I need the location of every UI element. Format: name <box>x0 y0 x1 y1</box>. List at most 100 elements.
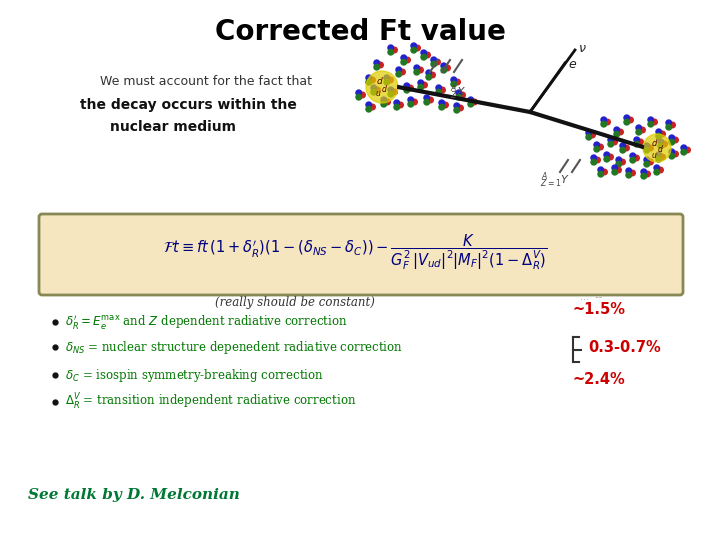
Circle shape <box>666 120 672 126</box>
Circle shape <box>612 165 618 171</box>
Circle shape <box>401 59 407 65</box>
Circle shape <box>656 129 662 134</box>
Circle shape <box>626 168 631 174</box>
Text: $\delta^{\prime}_R = E_e^{\rm max}$ and $Z$ dependent radiative correction: $\delta^{\prime}_R = E_e^{\rm max}$ and … <box>65 313 348 331</box>
Circle shape <box>405 57 410 63</box>
Circle shape <box>371 85 377 91</box>
Circle shape <box>660 154 665 160</box>
Text: $e$: $e$ <box>568 57 577 71</box>
Circle shape <box>440 87 445 93</box>
Circle shape <box>412 99 418 105</box>
Circle shape <box>408 85 413 91</box>
Circle shape <box>662 141 667 147</box>
Circle shape <box>648 117 654 123</box>
Circle shape <box>374 60 379 66</box>
Circle shape <box>436 89 441 95</box>
Text: We must account for the fact that: We must account for the fact that <box>100 75 312 88</box>
Circle shape <box>418 80 423 86</box>
Circle shape <box>670 122 675 128</box>
Circle shape <box>421 55 426 60</box>
Text: (really should be constant): (really should be constant) <box>215 296 375 309</box>
Circle shape <box>468 97 474 103</box>
Circle shape <box>628 117 634 123</box>
Circle shape <box>654 165 660 171</box>
Circle shape <box>424 95 430 100</box>
Circle shape <box>378 62 383 68</box>
Circle shape <box>641 173 647 179</box>
Circle shape <box>591 155 597 160</box>
Text: See talk by D. Melconian: See talk by D. Melconian <box>28 488 240 502</box>
Circle shape <box>634 137 639 143</box>
Circle shape <box>648 145 653 151</box>
Text: the decay occurs within the: the decay occurs within the <box>80 98 297 112</box>
Circle shape <box>436 85 441 91</box>
Circle shape <box>366 79 372 85</box>
Circle shape <box>456 90 462 96</box>
Circle shape <box>604 152 610 158</box>
Text: d: d <box>652 138 657 147</box>
Circle shape <box>435 59 441 65</box>
Text: ~1.5%: ~1.5% <box>572 301 625 316</box>
Circle shape <box>594 146 600 152</box>
Circle shape <box>639 127 645 133</box>
Circle shape <box>411 48 417 53</box>
Circle shape <box>404 83 410 89</box>
Circle shape <box>598 144 603 150</box>
Circle shape <box>586 130 592 136</box>
Text: $\Delta_R^V$ = transition independent radiative correction: $\Delta_R^V$ = transition independent ra… <box>65 392 356 412</box>
Circle shape <box>657 167 663 173</box>
Circle shape <box>643 134 671 162</box>
Circle shape <box>418 84 423 90</box>
Circle shape <box>618 129 624 135</box>
Circle shape <box>612 170 618 175</box>
Circle shape <box>656 152 662 158</box>
Circle shape <box>454 103 459 109</box>
Circle shape <box>451 77 456 83</box>
Circle shape <box>624 119 629 125</box>
Circle shape <box>601 117 606 123</box>
Circle shape <box>392 47 397 53</box>
Circle shape <box>458 105 463 111</box>
Circle shape <box>426 70 431 76</box>
Circle shape <box>614 131 619 137</box>
Circle shape <box>620 147 626 153</box>
Circle shape <box>451 82 456 87</box>
Text: $^A_ZX$: $^A_ZX$ <box>450 82 466 102</box>
Circle shape <box>634 141 639 147</box>
Circle shape <box>430 72 436 78</box>
Circle shape <box>598 167 603 173</box>
Circle shape <box>636 130 642 135</box>
Text: d: d <box>657 145 662 153</box>
Circle shape <box>468 102 474 107</box>
Text: $\delta_{NS}$ = nuclear structure depenedent radiative correction: $\delta_{NS}$ = nuclear structure depene… <box>65 339 403 355</box>
Circle shape <box>658 139 664 145</box>
Circle shape <box>586 134 592 140</box>
Text: 0.3-0.7%: 0.3-0.7% <box>588 340 661 354</box>
Circle shape <box>669 153 675 159</box>
Circle shape <box>381 97 387 103</box>
Circle shape <box>660 131 665 137</box>
Circle shape <box>644 143 649 148</box>
Circle shape <box>614 127 619 133</box>
Text: u: u <box>652 151 657 159</box>
Circle shape <box>422 82 427 88</box>
Circle shape <box>595 157 600 163</box>
Text: d: d <box>382 84 387 93</box>
Circle shape <box>366 106 372 112</box>
Circle shape <box>441 63 446 69</box>
Circle shape <box>666 124 672 130</box>
Circle shape <box>459 92 465 98</box>
Circle shape <box>388 45 394 51</box>
Circle shape <box>371 89 377 95</box>
Circle shape <box>624 145 629 151</box>
Circle shape <box>366 71 398 103</box>
Circle shape <box>415 45 420 51</box>
Circle shape <box>648 122 654 127</box>
Circle shape <box>401 55 407 60</box>
Circle shape <box>624 115 629 120</box>
Circle shape <box>439 100 444 106</box>
Circle shape <box>408 102 413 107</box>
Circle shape <box>394 100 400 106</box>
Circle shape <box>681 150 687 155</box>
Text: $\delta_C$ = isospin symmetry-breaking correction: $\delta_C$ = isospin symmetry-breaking c… <box>65 367 324 383</box>
